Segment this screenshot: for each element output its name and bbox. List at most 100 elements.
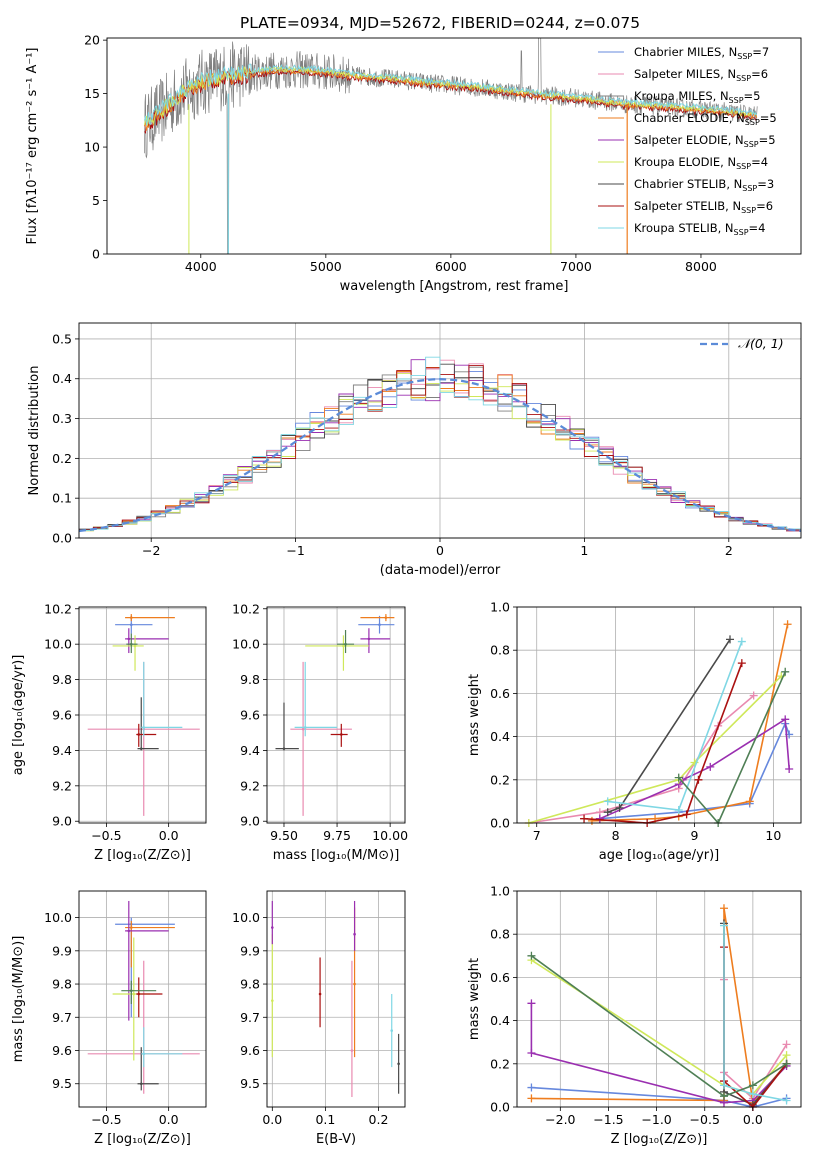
y-tick-label: 9.4	[240, 743, 260, 758]
legend-label: Salpeter STELIB, N	[634, 199, 741, 213]
data-point	[340, 733, 343, 736]
mass_vs_ebv-plot-area	[271, 900, 400, 1098]
y-tick-label: 0.4	[490, 1013, 510, 1028]
x-tick-label: −2.0	[545, 1112, 575, 1127]
series-marker	[782, 1059, 791, 1068]
series-marker	[706, 762, 715, 771]
age_vs_mass-plot-area	[275, 614, 395, 816]
y-tick-label: 0.8	[490, 927, 510, 942]
legend-value: =6	[756, 199, 773, 213]
data-point	[384, 616, 388, 619]
data-point	[318, 992, 322, 996]
y-tick-label: 9.6	[240, 1043, 260, 1058]
y-axis-label: Normed distribution	[27, 366, 42, 496]
legend-value: =5	[760, 111, 777, 125]
series-marker	[719, 1092, 728, 1101]
series-marker	[782, 1051, 791, 1060]
series-marker	[782, 1096, 791, 1105]
data-point	[129, 616, 133, 619]
data-point	[137, 733, 141, 736]
legend-entry: Chabrier MILES, NSSP=7	[634, 45, 769, 61]
y-tick-label: 9.9	[52, 943, 72, 958]
series-marker	[527, 951, 536, 960]
legend-value: =5	[759, 133, 776, 147]
y-tick-label: 0.0	[490, 1100, 510, 1115]
figure-title: PLATE=0934, MJD=52672, FIBERID=0244, z=0…	[240, 14, 640, 32]
series-marker	[782, 1040, 791, 1049]
legend-entry: Salpeter MILES, NSSP=6	[634, 67, 768, 83]
series-marker	[682, 810, 691, 819]
x-axis-label: Z [log₁₀(Z/Z⊙)]	[94, 848, 191, 863]
y-tick-label: 20	[84, 33, 100, 48]
x-tick-label: −0.5	[91, 1112, 121, 1127]
age_vs_mass-panel: 9.50 9.75 10.00 9.0 9.2 9.4 9.6 9.8 10.0 10.2 mass…	[232, 601, 408, 863]
y-tick-label: 9.9	[240, 943, 260, 958]
y-tick-label: 9.4	[52, 743, 72, 758]
y-axis-label: mass weight	[467, 674, 482, 756]
x-axis-label: E(B-V)	[316, 1132, 356, 1147]
legend-subscript: SSP	[745, 118, 760, 127]
data-point	[271, 926, 274, 929]
series-line	[531, 908, 788, 1105]
series-marker	[674, 806, 683, 815]
legend-subscript: SSP	[737, 52, 752, 61]
y-tick-label: 10.2	[232, 601, 260, 616]
y-tick-label: 1.0	[490, 884, 510, 899]
series-marker	[745, 797, 754, 806]
data-point	[142, 726, 146, 729]
series-marker	[587, 816, 596, 825]
x-tick-label: 0	[436, 543, 444, 558]
y-tick-label: 0.2	[52, 451, 72, 466]
x-tick-label: 7000	[560, 259, 592, 274]
data-point	[127, 637, 131, 641]
series-marker	[785, 765, 794, 773]
series-marker	[781, 715, 790, 724]
data-point	[127, 929, 131, 933]
data-point	[303, 726, 307, 729]
y-tick-label: 0	[92, 247, 100, 262]
series-marker	[748, 1081, 757, 1090]
x-axis-label: Z [log₁₀(Z/Z⊙)]	[611, 1132, 708, 1147]
y-tick-label: 9.8	[52, 977, 72, 992]
legend-subscript: SSP	[741, 206, 756, 215]
legend-label: Kroupa ELODIE, N	[634, 155, 736, 169]
y-tick-label: 0.0	[490, 816, 510, 831]
y-tick-label: 0.4	[52, 371, 72, 386]
x-tick-label: 4000	[185, 259, 217, 274]
mass_vs_Z-plot-area	[87, 900, 200, 1094]
series-marker	[726, 635, 734, 644]
mw_vs_age-frame	[516, 606, 802, 824]
x-tick-label: 0.0	[262, 1112, 282, 1127]
legend-subscript: SSP	[734, 228, 749, 237]
x-tick-label: 0.0	[743, 1112, 763, 1127]
y-tick-label: 0.0	[52, 531, 72, 546]
series-line	[528, 694, 755, 824]
data-point	[142, 1052, 146, 1056]
data-spectrum-line	[144, 38, 758, 254]
x-tick-label: 8000	[685, 259, 717, 274]
data-point	[129, 989, 133, 992]
y-tick-label: 10	[84, 140, 100, 155]
series-marker	[719, 1081, 728, 1090]
legend-label: Salpeter ELODIE, N	[634, 133, 744, 147]
legend-entry: Kroupa MILES, NSSP=5	[634, 89, 760, 105]
x-tick-label: −1	[286, 543, 304, 558]
series-line	[599, 717, 790, 820]
x-tick-label: 9.50	[270, 828, 298, 843]
series-marker	[527, 1049, 536, 1057]
data-point	[129, 926, 133, 929]
y-tick-label: 9.5	[240, 1076, 260, 1091]
x-tick-label: −0.5	[690, 1112, 720, 1127]
x-tick-label: −0.5	[91, 828, 121, 843]
y-axis-label: age [log₁₀(age/yr)]	[11, 655, 26, 776]
spectrum-frame	[106, 37, 802, 255]
x-axis-label: age [log₁₀(age/yr)]	[599, 848, 720, 863]
legend-entry: Salpeter ELODIE, NSSP=5	[634, 133, 776, 149]
spectrum-plot-area	[144, 38, 758, 254]
legend-subscript: SSP	[736, 162, 751, 171]
x-tick-label: −1.0	[641, 1112, 671, 1127]
series-marker	[603, 808, 612, 817]
y-tick-label: 9.6	[52, 1043, 72, 1058]
